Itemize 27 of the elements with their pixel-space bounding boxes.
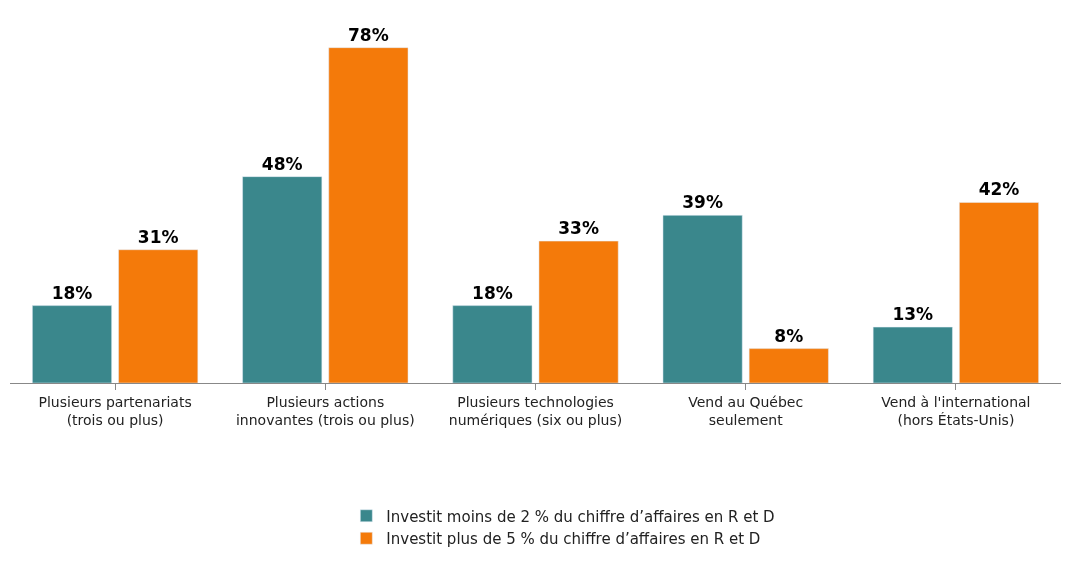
data-label: 48% [261, 153, 303, 174]
bar [959, 202, 1039, 383]
data-label: 18% [472, 282, 513, 303]
legend-label: Investit plus de 5 % du chiffre d’affaires en R et D [386, 530, 761, 549]
data-label: 33% [558, 218, 599, 239]
data-label: 18% [51, 282, 93, 303]
bar [242, 176, 323, 383]
bar [452, 305, 533, 383]
data-label: 39% [682, 192, 723, 213]
legend-label: Investit moins de 2 % du chiffre d’affaires en R et D [386, 507, 775, 526]
data-label: 31% [137, 226, 179, 247]
data-label: 8% [774, 325, 804, 346]
x-tick-label: Vend à l'international (hors États-Unis) [881, 393, 1031, 428]
data-label: 42% [978, 179, 1020, 200]
bar [328, 47, 409, 383]
x-tick-label: Plusieurs partenariats (trois ou plus) [38, 393, 192, 428]
bar [748, 348, 829, 383]
bar [662, 215, 743, 383]
x-tick-label: Vend au Québec seulement [688, 393, 804, 428]
x-tick-label: Plusieurs actions innovantes (trois ou plus) [235, 393, 415, 428]
bar [538, 240, 619, 383]
bar [118, 249, 199, 383]
data-label: 13% [892, 304, 934, 325]
bar [32, 305, 112, 383]
bar [872, 326, 953, 383]
x-tick-label: Plusieurs technologies numériques (six ou plus) [448, 393, 623, 428]
data-label: 78% [348, 24, 389, 45]
